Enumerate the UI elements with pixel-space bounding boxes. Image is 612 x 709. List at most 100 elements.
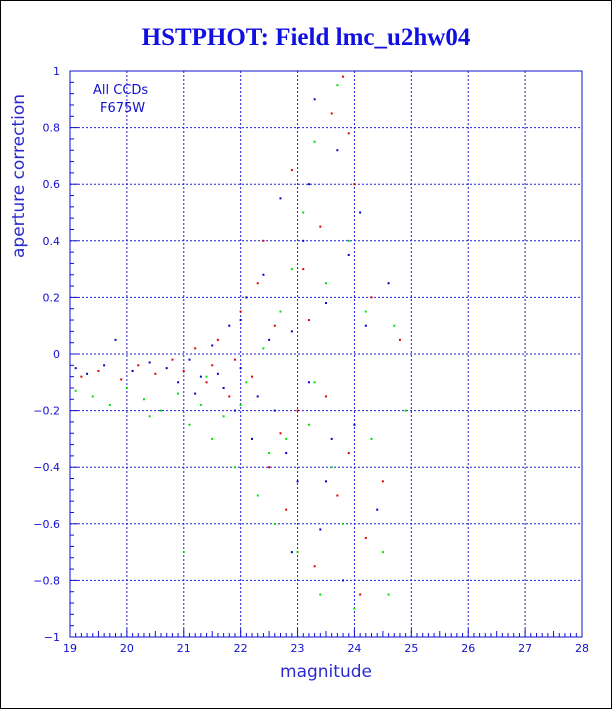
data-point xyxy=(307,183,310,186)
data-point xyxy=(290,268,293,271)
data-point xyxy=(228,324,231,327)
y-tick-label: −0.6 xyxy=(33,518,60,531)
data-point xyxy=(307,381,310,384)
data-point xyxy=(97,369,100,372)
data-point xyxy=(262,347,265,350)
data-point xyxy=(325,480,327,483)
data-point xyxy=(142,398,145,401)
data-point xyxy=(336,149,339,152)
y-tick-label: 0.4 xyxy=(43,235,61,248)
data-point xyxy=(296,551,299,554)
data-point xyxy=(313,381,316,384)
data-point xyxy=(256,282,259,285)
y-axis-label: aperture correction xyxy=(9,94,29,258)
data-point xyxy=(131,369,134,372)
data-point xyxy=(137,364,140,367)
data-point xyxy=(336,84,339,87)
data-point xyxy=(148,361,151,364)
y-tick-label: −0.2 xyxy=(33,405,60,418)
data-point xyxy=(239,310,242,313)
data-point xyxy=(182,551,185,554)
data-point xyxy=(245,296,248,299)
data-point xyxy=(273,324,276,327)
data-point xyxy=(353,183,356,186)
x-tick-label: 22 xyxy=(234,642,248,655)
data-point xyxy=(393,324,396,327)
y-tick-label: −0.8 xyxy=(33,574,60,587)
data-point xyxy=(177,392,180,395)
data-point xyxy=(336,494,339,497)
grid-lines xyxy=(70,71,582,637)
x-tick-labels: 19 20 21 22 23 24 25 26 27 28 xyxy=(63,642,589,655)
data-point xyxy=(330,466,333,469)
data-point xyxy=(279,197,282,200)
data-point xyxy=(347,239,350,242)
data-point xyxy=(239,319,242,322)
data-point xyxy=(194,392,197,395)
y-tick-label: 1 xyxy=(53,65,60,78)
axis-ticks xyxy=(69,70,583,638)
data-point xyxy=(256,395,259,398)
data-point xyxy=(125,386,128,389)
data-point xyxy=(313,98,316,101)
y-tick-label: 0.2 xyxy=(43,291,61,304)
data-point xyxy=(290,330,293,333)
data-point xyxy=(364,536,367,539)
annotation-filter: F675W xyxy=(100,101,145,116)
data-point xyxy=(216,338,219,341)
data-point xyxy=(359,593,362,596)
data-point xyxy=(188,358,191,361)
chart-title: HSTPHOT: Field lmc_u2hw04 xyxy=(141,24,471,51)
data-point xyxy=(404,409,407,412)
data-point xyxy=(239,367,242,370)
data-point xyxy=(364,310,367,313)
data-point xyxy=(199,403,202,406)
data-point xyxy=(268,452,271,455)
data-point xyxy=(387,282,390,285)
x-tick-label: 25 xyxy=(404,642,418,655)
data-point xyxy=(233,409,236,412)
data-point xyxy=(296,480,299,483)
data-point xyxy=(245,381,248,384)
data-point xyxy=(376,508,379,511)
data-point xyxy=(319,593,322,596)
data-point xyxy=(325,282,327,285)
data-point xyxy=(290,551,293,554)
data-point xyxy=(171,358,174,361)
annotation-ccds: All CCDs xyxy=(93,83,148,98)
data-point xyxy=(148,415,151,418)
data-point xyxy=(80,375,83,378)
data-point xyxy=(290,169,293,172)
y-tick-label: 0 xyxy=(53,348,60,361)
data-point xyxy=(154,372,157,375)
data-point xyxy=(307,319,310,322)
data-point xyxy=(307,423,310,426)
data-point xyxy=(285,437,288,440)
data-point xyxy=(342,522,345,525)
x-tick-label: 28 xyxy=(575,642,589,655)
data-point xyxy=(279,432,282,435)
data-point xyxy=(398,338,401,341)
x-axis-label: magnitude xyxy=(280,662,372,682)
data-point xyxy=(165,367,168,370)
data-point xyxy=(211,437,214,440)
data-point xyxy=(160,409,163,412)
data-point xyxy=(319,225,322,228)
x-tick-label: 20 xyxy=(120,642,134,655)
data-point xyxy=(103,364,106,367)
data-point xyxy=(216,372,219,375)
data-point xyxy=(370,296,373,299)
data-point xyxy=(222,386,225,389)
data-point xyxy=(302,268,305,271)
data-point xyxy=(325,302,327,305)
data-point xyxy=(268,338,271,341)
data-point xyxy=(86,372,89,375)
x-tick-label: 27 xyxy=(518,642,532,655)
data-point xyxy=(108,403,111,406)
data-point xyxy=(205,375,208,378)
data-point xyxy=(370,437,373,440)
data-point xyxy=(74,389,77,392)
y-tick-label: −0.4 xyxy=(33,461,60,474)
data-point xyxy=(268,466,271,469)
data-point xyxy=(177,381,180,384)
